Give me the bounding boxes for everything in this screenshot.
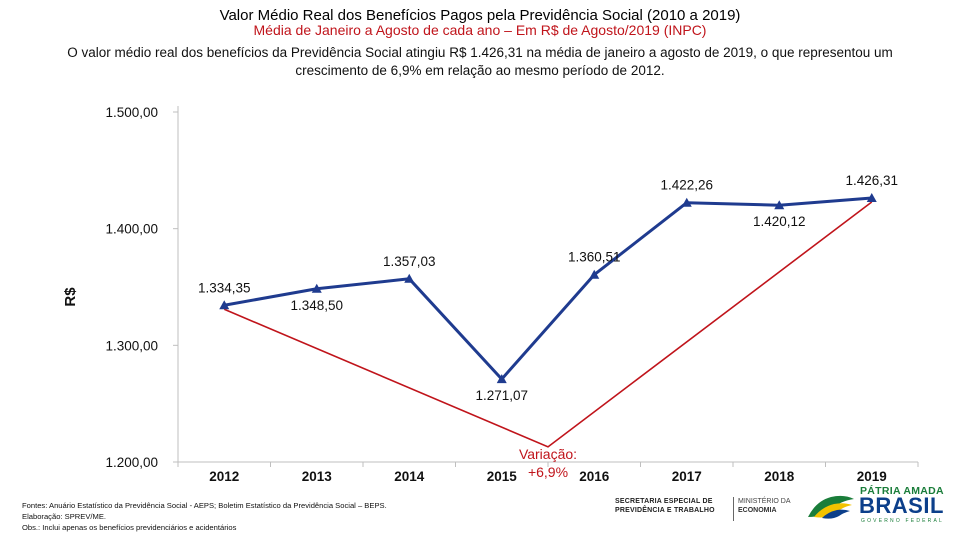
data-point [219, 300, 230, 310]
variation-line [223, 201, 873, 448]
note-line: Obs.: Inclui apenas os benefícios previd… [22, 523, 237, 532]
data-label: 1.422,26 [660, 178, 713, 193]
data-label: 1.348,50 [290, 298, 343, 313]
source-line: Fontes: Anuário Estatístico da Previdênc… [22, 501, 387, 510]
chart-subtitle: Média de Janeiro a Agosto de cada ano – … [253, 22, 707, 38]
secretaria-line-1: SECRETARIA ESPECIAL DE [615, 498, 713, 505]
governo-federal-logo: PÁTRIA AMADA BRASIL GOVERNO FEDERAL [806, 483, 946, 525]
data-label: 1.271,07 [475, 388, 528, 403]
source-notes: Fontes: Anuário Estatístico da Previdênc… [22, 500, 387, 533]
data-label: 1.426,31 [845, 173, 898, 188]
x-tick-label: 2019 [857, 469, 887, 484]
y-tick-label: 1.400,00 [105, 222, 158, 237]
series-line [223, 196, 872, 381]
x-tick-label: 2018 [764, 469, 795, 484]
summary-text: O valor médio real dos benefícios da Pre… [67, 45, 893, 78]
x-tick-label: 2012 [209, 469, 239, 484]
y-axis-title: R$ [62, 287, 79, 307]
data-point [404, 273, 415, 283]
secretaria-line-2: PREVIDÊNCIA E TRABALHO [615, 507, 715, 514]
y-tick-label: 1.500,00 [105, 105, 158, 120]
brasil-slogan: PÁTRIA AMADA [860, 485, 944, 497]
brazil-flag-icon [808, 495, 854, 519]
data-label: 1.420,12 [753, 214, 806, 229]
ministerio-line-1: MINISTÉRIO DA [738, 498, 791, 505]
ministerio-line-2: ECONOMIA [738, 507, 777, 514]
governo-federal-label: GOVERNO FEDERAL [861, 518, 945, 524]
x-tick-label: 2014 [394, 469, 425, 484]
data-point [589, 269, 600, 279]
variation-label: Variação: [519, 446, 577, 462]
x-tick-label: 2017 [672, 469, 702, 484]
x-tick-label: 2016 [579, 469, 610, 484]
y-tick-label: 1.200,00 [105, 455, 158, 470]
x-tick-label: 2013 [302, 469, 333, 484]
data-label: 1.357,03 [383, 254, 436, 269]
x-tick-label: 2015 [487, 469, 518, 484]
data-label: 1.360,51 [568, 250, 621, 265]
ministerio-logo: MINISTÉRIO DA ECONOMIA [738, 497, 804, 515]
data-point [496, 374, 507, 384]
credits-line: Elaboração: SPREV/ME. [22, 512, 106, 521]
data-point [681, 197, 692, 207]
data-point [311, 283, 322, 293]
variation-label: +6,9% [528, 464, 568, 480]
data-point [866, 192, 877, 202]
y-tick-label: 1.300,00 [105, 338, 158, 353]
brasil-name: BRASIL [859, 493, 944, 518]
chart-title: Valor Médio Real dos Benefícios Pagos pe… [219, 7, 741, 24]
data-point [774, 200, 785, 210]
logo-divider [733, 497, 734, 521]
secretaria-logo: SECRETARIA ESPECIAL DE PREVIDÊNCIA E TRA… [615, 497, 733, 515]
data-label: 1.334,35 [198, 280, 251, 295]
